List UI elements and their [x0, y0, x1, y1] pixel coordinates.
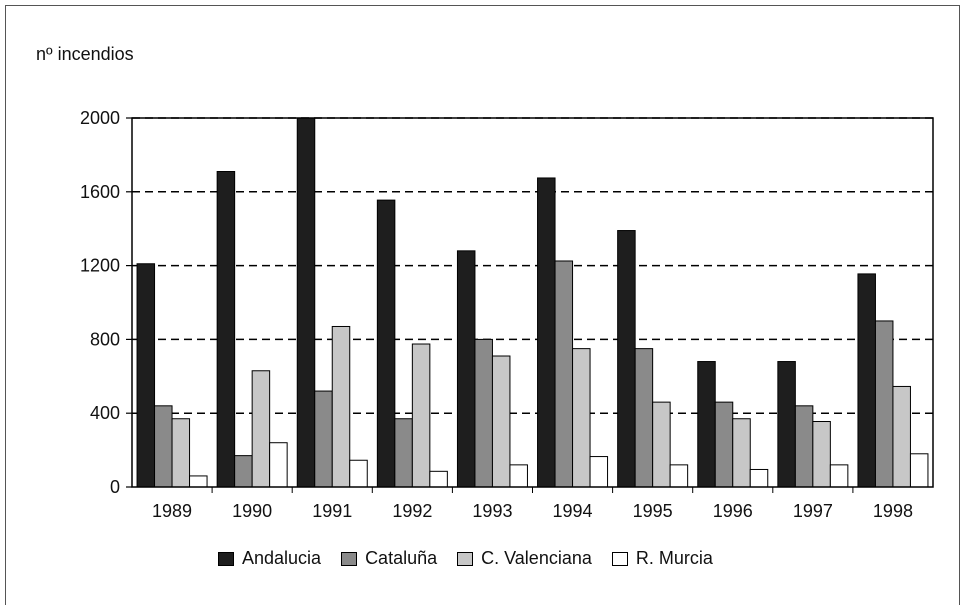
legend-item-r-murcia: R. Murcia — [611, 548, 713, 569]
bar-1995-3 — [669, 464, 689, 488]
bar-1990-1 — [234, 455, 253, 488]
y-axis-label: nº incendios — [36, 44, 134, 64]
bar-chart: 0 400 800 1200 1600 2000 1989 1990 1991 1992 1993 1… — [80, 108, 934, 521]
legend-label-r-murcia: R. Murcia — [635, 548, 713, 568]
bar-1991-1 — [314, 390, 333, 488]
bar-1991-0 — [296, 117, 316, 488]
plot-border — [131, 117, 934, 488]
legend-item-cataluna: Cataluña — [341, 548, 437, 569]
bar-1994-1 — [554, 260, 574, 488]
x-tick-label: 1993 — [472, 501, 512, 521]
bar-1993-2 — [491, 355, 511, 488]
y-tick-label: 0 — [110, 477, 120, 497]
legend-label-cataluna: Cataluña — [365, 548, 438, 568]
bar-1992-2 — [411, 343, 431, 488]
x-tick-label: 1989 — [152, 501, 192, 521]
chart-frame — [5, 5, 960, 605]
bar-1992-0 — [376, 199, 396, 488]
y-tick-label: 1600 — [80, 182, 120, 202]
legend-item-andalucia: Andalucia — [218, 548, 321, 569]
bar-1996-3 — [749, 468, 769, 488]
bar-1996-0 — [697, 361, 716, 488]
bar-1997-1 — [794, 405, 814, 488]
bar-1989-2 — [171, 418, 191, 488]
bar-1990-2 — [251, 370, 271, 488]
bar-1989-1 — [154, 405, 173, 488]
bar-1994-3 — [589, 456, 609, 488]
y-tick-label: 800 — [90, 329, 120, 349]
bar-1995-1 — [634, 348, 654, 488]
legend-swatch-cataluna — [341, 551, 358, 566]
bar-1998-1 — [874, 320, 894, 488]
bar-1997-0 — [777, 361, 796, 488]
y-tick-label: 400 — [90, 403, 120, 423]
bar-1996-1 — [714, 401, 734, 488]
x-tick-label: 1990 — [232, 501, 272, 521]
bar-1990-3 — [269, 442, 288, 488]
x-tick-label: 1995 — [633, 501, 673, 521]
bar-1993-3 — [509, 464, 528, 488]
bar-1995-0 — [617, 230, 636, 488]
x-tick-label: 1996 — [713, 501, 753, 521]
bar-1991-3 — [349, 459, 368, 488]
bar-1993-1 — [474, 338, 493, 488]
legend-label-c-valenciana: C. Valenciana — [481, 548, 592, 568]
bar-1998-0 — [857, 273, 876, 488]
bar-1997-2 — [812, 421, 831, 488]
legend-swatch-r-murcia — [611, 551, 628, 566]
bar-1992-1 — [394, 418, 413, 488]
bar-1992-3 — [429, 470, 448, 488]
legend-label-andalucia: Andalucia — [242, 548, 322, 568]
x-tick-label: 1991 — [312, 501, 352, 521]
bar-1996-2 — [732, 418, 751, 488]
bar-1990-0 — [216, 171, 236, 488]
bar-1993-0 — [456, 250, 476, 488]
bar-1995-2 — [652, 401, 671, 488]
bar-1991-2 — [331, 325, 351, 488]
x-tick-label: 1998 — [873, 501, 913, 521]
bar-1989-3 — [189, 475, 208, 488]
legend: Andalucia Cataluña C. Valenciana R. Murc… — [218, 548, 733, 569]
legend-item-c-valenciana: C. Valenciana — [457, 548, 592, 569]
bar-1997-3 — [829, 464, 849, 488]
bar-1998-2 — [892, 385, 911, 488]
x-tick-label: 1992 — [392, 501, 432, 521]
legend-swatch-andalucia — [218, 551, 234, 566]
y-tick-label: 1200 — [80, 256, 120, 276]
bar-1994-0 — [537, 177, 556, 488]
bar-1994-2 — [572, 348, 591, 488]
bar-1989-0 — [136, 263, 156, 488]
y-tick-label: 2000 — [80, 108, 120, 128]
bar-1998-3 — [909, 453, 929, 488]
x-tick-label: 1994 — [553, 501, 593, 521]
legend-swatch-c-valenciana — [457, 551, 474, 566]
x-tick-label: 1997 — [793, 501, 833, 521]
